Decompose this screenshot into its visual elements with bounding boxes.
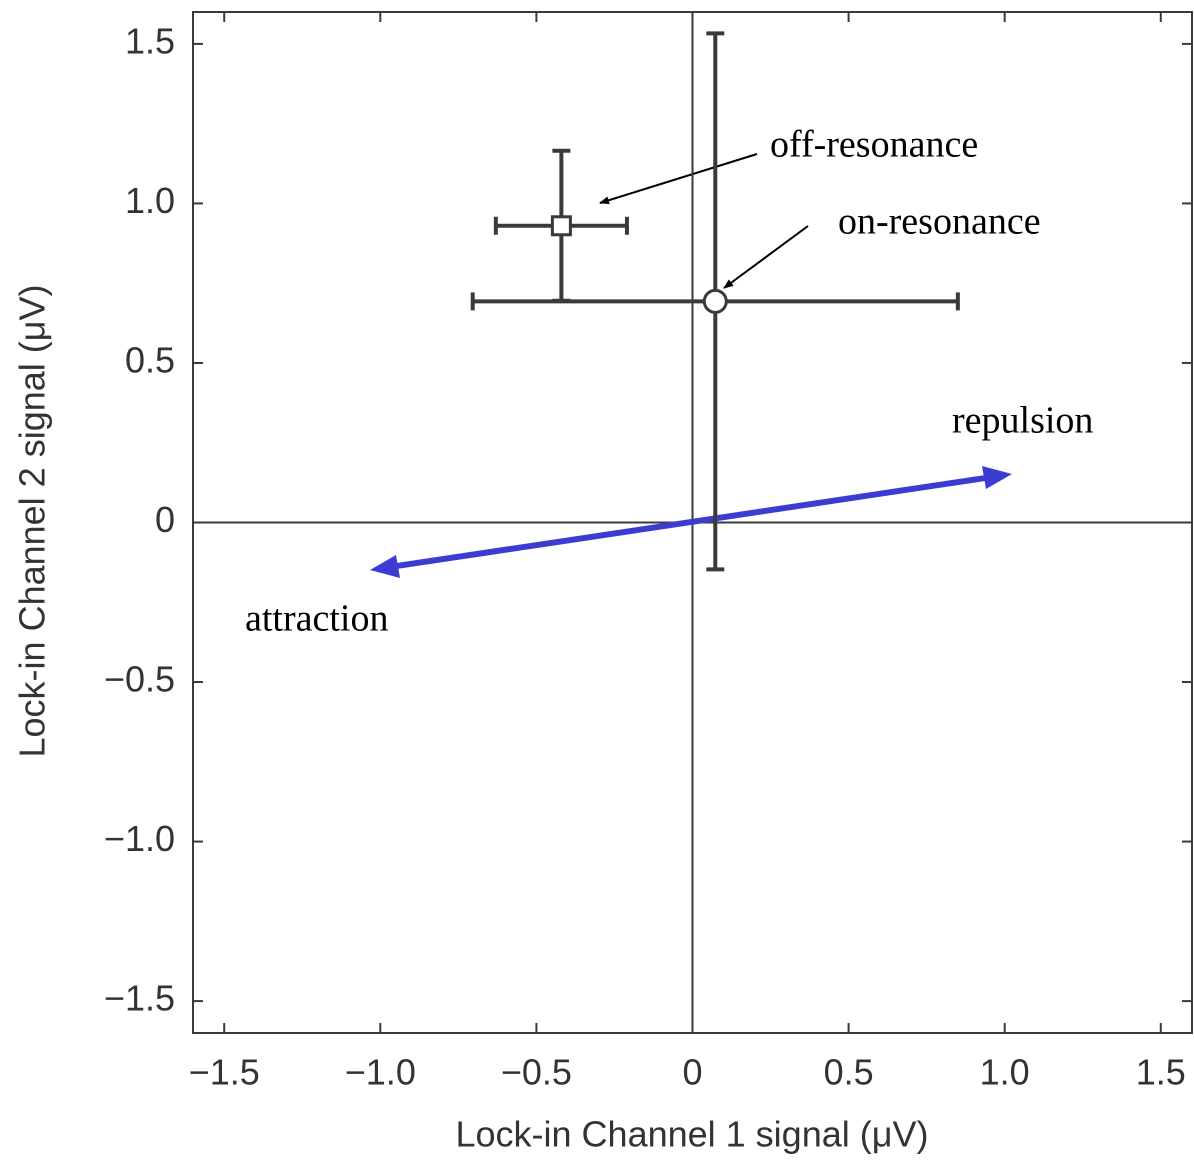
y-tick-label: −1.5 — [104, 978, 175, 1019]
x-tick-label: 1.5 — [1136, 1052, 1186, 1093]
y-tick-label: 1.0 — [125, 180, 175, 221]
annotation: attraction — [245, 598, 388, 640]
point — [550, 215, 572, 237]
y-tick-label: −1.0 — [104, 818, 175, 859]
annotation: repulsion — [952, 400, 1093, 442]
x-tick-label: −1.5 — [189, 1052, 260, 1093]
arrow-head — [370, 555, 400, 578]
annotation-arrow — [723, 225, 809, 289]
y-axis-label: Lock-in Channel 2 signal (μV) — [12, 285, 53, 758]
y-tick-label: 0 — [155, 499, 175, 540]
annotation-arrow — [599, 153, 758, 205]
x-tick-label: −1.0 — [345, 1052, 416, 1093]
y-tick-label: −0.5 — [104, 659, 175, 700]
annotation: off-resonance — [770, 124, 978, 166]
annotation: on-resonance — [838, 201, 1041, 243]
y-tick-label: 1.5 — [125, 20, 175, 61]
x-tick-label: 0.5 — [824, 1052, 874, 1093]
x-tick-label: −0.5 — [501, 1052, 572, 1093]
point — [702, 288, 728, 314]
y-tick-label: 0.5 — [125, 339, 175, 380]
direction-arrow — [391, 474, 991, 570]
x-tick-label: 1.0 — [980, 1052, 1030, 1093]
arrow-head — [982, 466, 1012, 489]
x-axis-label: Lock-in Channel 1 signal (μV) — [456, 1114, 929, 1155]
x-tick-label: 0 — [682, 1052, 702, 1093]
